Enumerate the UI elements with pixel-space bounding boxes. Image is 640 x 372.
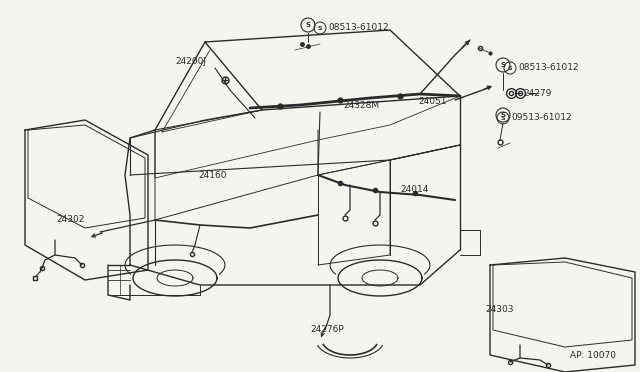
Text: 24276P: 24276P bbox=[310, 326, 344, 334]
Text: 09513-61012: 09513-61012 bbox=[511, 113, 572, 122]
Text: S: S bbox=[500, 115, 506, 121]
Text: 24279: 24279 bbox=[523, 89, 552, 97]
Text: S: S bbox=[317, 26, 323, 31]
Text: 08513-61012: 08513-61012 bbox=[518, 64, 579, 73]
Text: AP: 10070: AP: 10070 bbox=[570, 350, 616, 359]
Text: 08513-61012: 08513-61012 bbox=[328, 23, 388, 32]
Text: S: S bbox=[508, 65, 512, 71]
Text: 24160: 24160 bbox=[198, 171, 227, 180]
Text: S: S bbox=[305, 22, 310, 28]
Text: 24328M: 24328M bbox=[343, 102, 379, 110]
Text: 24014: 24014 bbox=[400, 186, 428, 195]
Text: S: S bbox=[500, 112, 506, 118]
Text: 24051: 24051 bbox=[418, 97, 447, 106]
Text: 24302: 24302 bbox=[56, 215, 84, 224]
Text: 24303: 24303 bbox=[485, 305, 513, 314]
Text: 24200J: 24200J bbox=[175, 58, 206, 67]
Text: S: S bbox=[500, 62, 506, 68]
